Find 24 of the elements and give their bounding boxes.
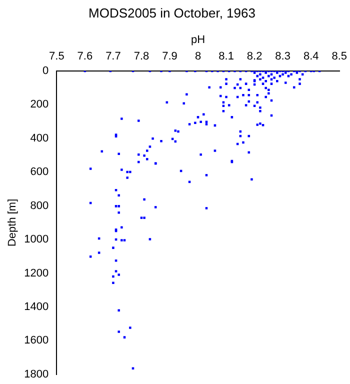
y-tick-label: 200 <box>30 98 49 111</box>
y-tick-label: 0 <box>42 65 49 78</box>
x-tick-label: 7.6 <box>77 50 93 62</box>
y-axis-title: Depth [m] <box>6 198 19 247</box>
chart-title: MODS2005 in October, 1963 <box>88 5 256 20</box>
x-tick-label: 8.3 <box>275 50 290 62</box>
x-tick-label: 8 <box>194 50 202 62</box>
x-tick-label: 8.2 <box>246 50 262 62</box>
x-tick-label: 8.1 <box>218 50 234 62</box>
y-tick-label: 600 <box>30 166 49 178</box>
x-tick-label: 8.5 <box>332 50 348 62</box>
y-tick-label: 1000 <box>24 234 49 246</box>
y-tick-label: 1800 <box>24 368 49 380</box>
x-tick-label: 8.4 <box>303 50 319 62</box>
y-tick-label: 1600 <box>24 334 49 347</box>
x-tick-label: 7.8 <box>134 50 150 62</box>
x-tick-label: 7.9 <box>162 50 178 62</box>
x-axis-title: pH <box>190 34 206 46</box>
y-tick-label: 1200 <box>24 267 49 280</box>
y-tick-label: 800 <box>30 200 49 212</box>
x-tick-label: 7.7 <box>106 50 121 62</box>
y-tick-label: 1400 <box>24 301 49 314</box>
y-tick-label: 400 <box>30 132 49 144</box>
x-tick-label: 7.5 <box>49 50 64 62</box>
